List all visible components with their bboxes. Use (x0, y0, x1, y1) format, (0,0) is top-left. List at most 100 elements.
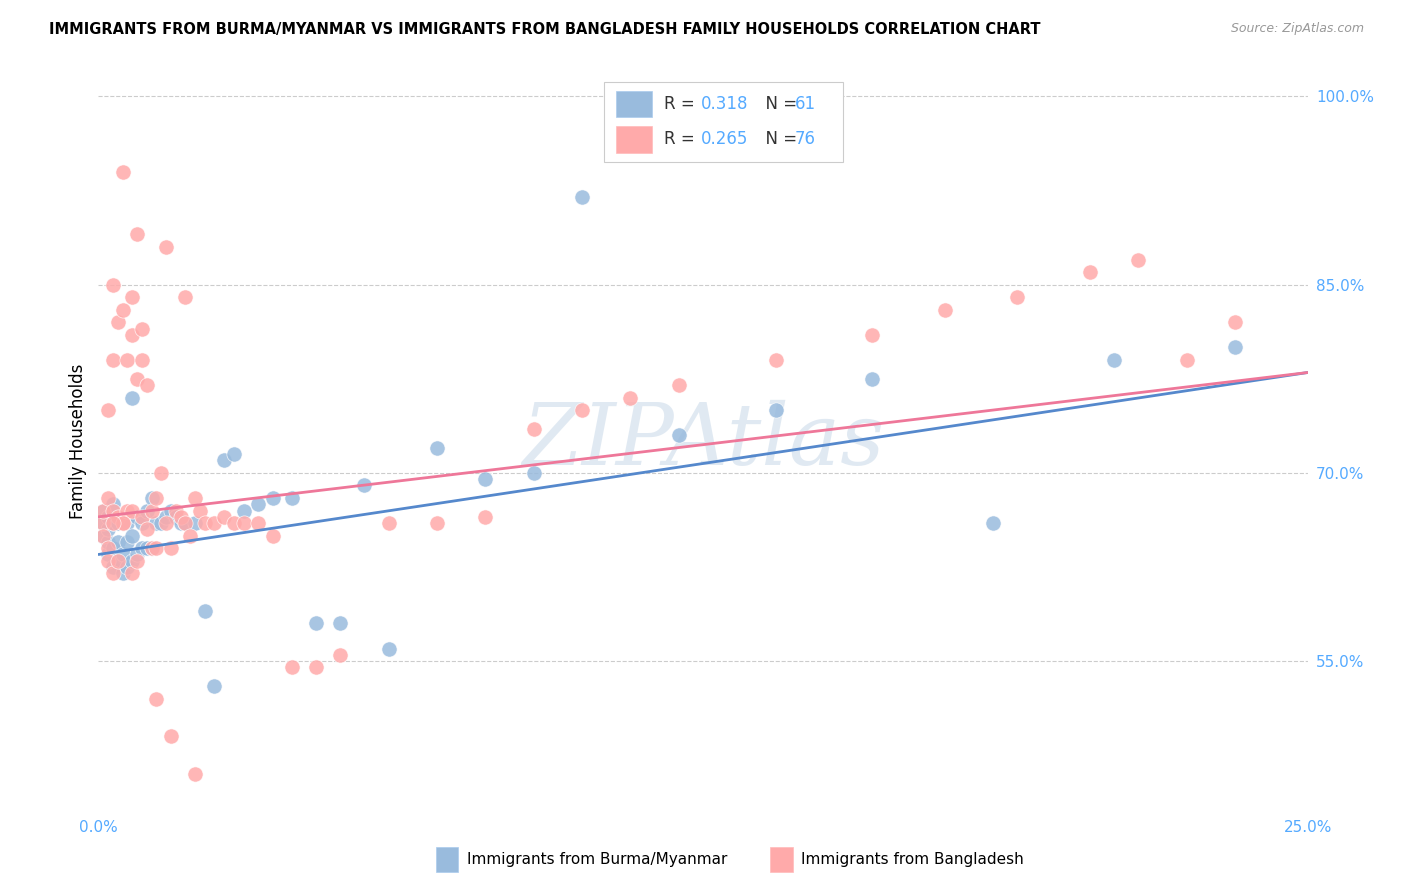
Text: N =: N = (755, 95, 803, 113)
Point (247, 516, 270, 530)
Point (121, 529, 143, 543)
FancyBboxPatch shape (603, 82, 844, 161)
Point (107, 509, 129, 524)
FancyBboxPatch shape (616, 91, 652, 117)
Point (91, 516, 114, 530)
Point (212, 453, 235, 467)
Point (145, 491, 167, 505)
Point (150, 466, 173, 480)
Point (111, 516, 134, 530)
Point (127, 548, 149, 562)
Point (91, 516, 114, 530)
Point (523, 422, 546, 436)
Point (91, 503, 114, 517)
Point (619, 391, 641, 405)
Point (169, 509, 191, 524)
Point (97, 522, 120, 536)
Point (145, 516, 167, 530)
Point (101, 516, 124, 530)
Point (121, 503, 143, 517)
Point (107, 315, 129, 329)
Point (165, 503, 187, 517)
Point (305, 660, 328, 674)
Text: Source: ZipAtlas.com: Source: ZipAtlas.com (1230, 22, 1364, 36)
Point (131, 353, 153, 368)
Point (97, 491, 120, 505)
Point (179, 529, 201, 543)
Point (426, 516, 449, 530)
Point (262, 529, 284, 543)
Point (174, 516, 197, 530)
Point (101, 566, 124, 581)
Point (135, 503, 157, 517)
Point (860, 327, 883, 342)
Point (188, 503, 211, 517)
Point (145, 691, 167, 706)
Point (127, 227, 149, 242)
Point (377, 641, 399, 656)
Point (571, 190, 593, 204)
Point (155, 240, 177, 254)
Point (107, 516, 129, 530)
Point (1223, 340, 1246, 354)
Point (117, 535, 139, 549)
Point (765, 403, 787, 417)
Point (155, 516, 177, 530)
Point (668, 378, 690, 392)
Point (426, 441, 449, 455)
Point (107, 554, 129, 568)
Point (97, 509, 120, 524)
Point (329, 616, 352, 631)
Point (141, 541, 163, 556)
Point (474, 472, 496, 486)
Text: Immigrants from Burma/Myanmar: Immigrants from Burma/Myanmar (467, 853, 727, 867)
Point (160, 730, 183, 744)
Point (204, 516, 226, 530)
Text: R =: R = (664, 95, 700, 113)
Point (117, 503, 139, 517)
Point (145, 541, 167, 556)
Text: 0.265: 0.265 (700, 130, 748, 148)
Point (222, 516, 245, 530)
Point (934, 302, 956, 317)
FancyBboxPatch shape (616, 126, 652, 153)
Point (91, 529, 114, 543)
Point (860, 372, 883, 386)
Text: R =: R = (664, 130, 700, 148)
Text: Immigrants from Bangladesh: Immigrants from Bangladesh (801, 853, 1024, 867)
Point (111, 566, 134, 581)
Point (141, 541, 163, 556)
Text: ZIPAtlas: ZIPAtlas (522, 401, 884, 483)
Point (222, 447, 245, 461)
Text: 76: 76 (794, 130, 815, 148)
Point (117, 516, 139, 530)
Point (160, 541, 183, 556)
Point (111, 165, 134, 179)
Point (127, 372, 149, 386)
Text: 0.318: 0.318 (700, 95, 748, 113)
Text: IMMIGRANTS FROM BURMA/MYANMAR VS IMMIGRANTS FROM BANGLADESH FAMILY HOUSEHOLDS CO: IMMIGRANTS FROM BURMA/MYANMAR VS IMMIGRA… (49, 22, 1040, 37)
Point (1223, 315, 1246, 329)
Point (117, 353, 139, 368)
Point (1007, 290, 1029, 304)
Point (107, 554, 129, 568)
Point (97, 403, 120, 417)
Point (101, 353, 124, 368)
Point (160, 503, 183, 517)
Point (232, 516, 254, 530)
Point (165, 509, 187, 524)
Point (150, 516, 173, 530)
Point (184, 516, 207, 530)
Point (131, 321, 153, 335)
Point (121, 290, 143, 304)
Point (97, 535, 120, 549)
Point (121, 327, 143, 342)
Point (101, 497, 124, 511)
Point (107, 535, 129, 549)
Point (212, 509, 235, 524)
Point (135, 541, 157, 556)
Point (232, 503, 254, 517)
Point (981, 516, 1004, 530)
Point (101, 516, 124, 530)
Point (111, 516, 134, 530)
